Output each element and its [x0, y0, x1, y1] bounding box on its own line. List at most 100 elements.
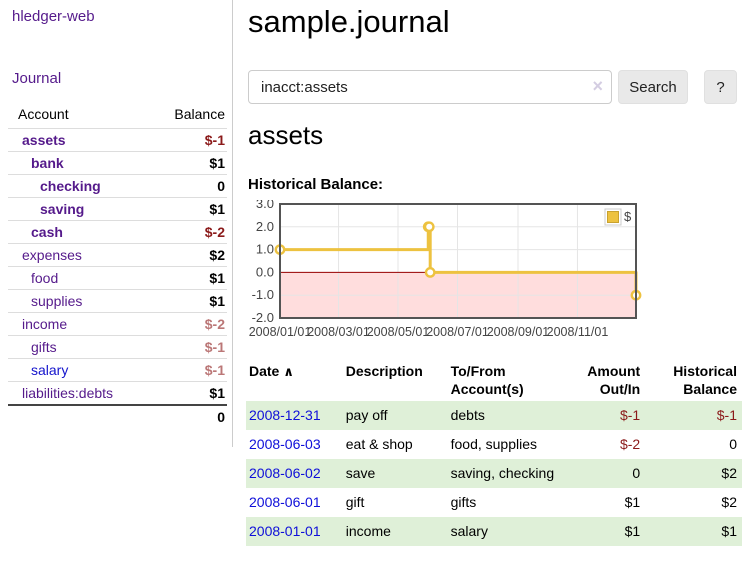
account-row-cash: cash $-2 — [8, 220, 227, 244]
page-title: sample.journal — [248, 4, 450, 39]
register-col-description: Description — [345, 363, 423, 379]
x-axis-tick-label: 2008/07/01 — [426, 325, 489, 339]
x-axis-tick-label: 2008/01/01 — [249, 325, 312, 339]
accounts-header-row: Account Balance — [8, 102, 227, 129]
help-button[interactable]: ? — [704, 70, 737, 104]
chart-data-point — [424, 267, 436, 278]
accounts-header-account: Account — [18, 106, 69, 122]
sidebar-account-cash[interactable]: cash — [31, 224, 63, 240]
transaction-date-link[interactable]: 2008-06-02 — [249, 465, 321, 481]
sidebar-account-liabilities-debts[interactable]: liabilities:debts — [22, 385, 114, 401]
register-date-cell: 2008-12-31 — [246, 401, 343, 430]
search-bar: × Search ? — [248, 70, 742, 104]
register-description-cell: eat & shop — [345, 436, 413, 452]
sidebar-account-checking[interactable]: checking — [40, 178, 101, 194]
sidebar-account-bank[interactable]: bank — [31, 155, 64, 171]
sidebar-account-saving[interactable]: saving — [40, 201, 85, 217]
register-date-cell: 2008-06-01 — [246, 488, 343, 517]
search-input-wrap: × — [248, 70, 612, 104]
transaction-date-link[interactable]: 2008-06-01 — [249, 494, 321, 510]
register-balance-cell: $2 — [645, 459, 742, 488]
x-axis-tick-label: 2008/11/01 — [547, 325, 609, 339]
account-row-saving: saving $1 — [8, 197, 227, 221]
y-axis-tick-label: 3.0 — [256, 200, 274, 211]
historical-balance-chart: $3.0 2.0 1.0 0.0 -1.0 -2.0 2008/01/01 2008/03/0… — [246, 200, 646, 352]
register-row-2008-06-03: 2008-06-03 eat & shop food, supplies $-2 0 — [246, 430, 742, 459]
register-balance-cell: $1 — [645, 517, 742, 546]
sidebar-account-gifts[interactable]: gifts — [31, 339, 57, 355]
account-balance: $-1 — [146, 128, 227, 152]
accounts-table: Account Balance assets $-1 bank $1 checking 0… — [8, 102, 227, 428]
account-balance: $1 — [146, 197, 227, 221]
account-row-liabilities-debts: liabilities:debts $1 — [8, 381, 227, 405]
register-amount-cell: $-1 — [558, 401, 646, 430]
register-accounts-cell: salary — [447, 517, 559, 546]
account-row-gifts: gifts $-1 — [8, 335, 227, 359]
x-axis-tick-label: 2008/05/01 — [367, 325, 430, 339]
register-col-historical: Historical Balance — [673, 363, 737, 397]
account-name-cell: salary — [8, 358, 147, 382]
sidebar-account-supplies[interactable]: supplies — [31, 293, 83, 309]
sidebar-account-expenses[interactable]: expenses — [22, 247, 82, 263]
chart-svg: $3.0 2.0 1.0 0.0 -1.0 -2.02008/01/012008/03/0… — [249, 200, 642, 339]
register-accounts-cell: debts — [447, 401, 559, 430]
legend-swatch — [607, 211, 619, 223]
account-balance: $-1 — [146, 335, 227, 359]
register-accounts-cell: gifts — [450, 494, 477, 510]
chart-data-point — [423, 221, 435, 233]
account-name-cell: checking — [8, 174, 147, 198]
register-row-2008-06-01: 2008-06-01 gift gifts $1 $2 — [246, 488, 742, 517]
register-col-amount: Amount Out/In — [587, 363, 641, 397]
y-axis-tick-label: 1.0 — [256, 242, 274, 257]
account-row-expenses: expenses $2 — [8, 243, 227, 267]
accounts-total-row: 0 — [8, 404, 227, 428]
sidebar-item-journal[interactable]: Journal — [12, 70, 62, 87]
transaction-date-link[interactable]: 2008-12-31 — [249, 407, 321, 423]
x-axis-tick-label: 2008/09/01 — [487, 325, 550, 339]
total-spacer — [8, 404, 147, 428]
account-row-assets: assets $-1 — [8, 128, 227, 152]
sidebar-account-income[interactable]: income — [22, 316, 68, 332]
y-axis-tick-label: -2.0 — [252, 310, 274, 325]
search-button[interactable]: Search — [618, 70, 688, 104]
clear-search-icon[interactable]: × — [592, 76, 603, 96]
register-date-cell: 2008-01-01 — [246, 517, 343, 546]
search-input[interactable] — [248, 70, 612, 104]
chart-plot-border — [279, 203, 637, 319]
account-name-cell: saving — [8, 197, 147, 221]
sidebar-account-food[interactable]: food — [31, 270, 59, 286]
account-row-supplies: supplies $1 — [8, 289, 227, 313]
accounts-total-value: 0 — [146, 404, 227, 428]
account-name-cell: cash — [8, 220, 147, 244]
account-balance: $-2 — [146, 312, 227, 336]
account-row-income: income $-2 — [8, 312, 227, 336]
y-axis-tick-label: 0.0 — [256, 264, 274, 279]
register-row-2008-01-01: 2008-01-01 income salary $1 $1 — [246, 517, 742, 546]
app-brand-link[interactable]: hledger-web — [12, 8, 95, 25]
main-content: sample.journal × Search ? assets Histori… — [246, 0, 742, 546]
register-col-date[interactable]: Date ∧ — [249, 363, 294, 379]
account-name-cell: liabilities:debts — [8, 381, 147, 405]
register-description-cell: save — [342, 459, 448, 488]
register-balance-cell: 0 — [729, 436, 737, 452]
account-balance: $1 — [146, 151, 227, 175]
account-balance: $-2 — [146, 220, 227, 244]
sidebar-account-salary[interactable]: salary — [31, 362, 69, 378]
transaction-date-link[interactable]: 2008-01-01 — [249, 523, 321, 539]
account-name-cell: bank — [8, 151, 147, 175]
y-axis-tick-label: -1.0 — [252, 287, 274, 302]
account-row-food: food $1 — [8, 266, 227, 290]
x-axis-tick-label: 2008/03/01 — [307, 325, 370, 339]
y-axis-tick-label: 2.0 — [256, 219, 274, 234]
register-col-to-from: To/From Account(s) — [450, 363, 524, 397]
register-row-2008-12-31: 2008-12-31 pay off debts $-1 $-1 — [246, 401, 742, 430]
register-table: Date ∧ Description To/From Account(s) Amount O… — [246, 360, 742, 546]
register-date-cell: 2008-06-02 — [246, 459, 343, 488]
register-balance-cell: $-1 — [645, 401, 742, 430]
register-amount-cell: $1 — [558, 517, 646, 546]
account-row-bank: bank $1 — [8, 151, 227, 175]
sidebar-account-assets[interactable]: assets — [22, 132, 66, 148]
accounts-header-balance: Balance — [174, 106, 225, 122]
transaction-date-link[interactable]: 2008-06-03 — [249, 436, 321, 452]
account-balance: $1 — [146, 381, 227, 405]
